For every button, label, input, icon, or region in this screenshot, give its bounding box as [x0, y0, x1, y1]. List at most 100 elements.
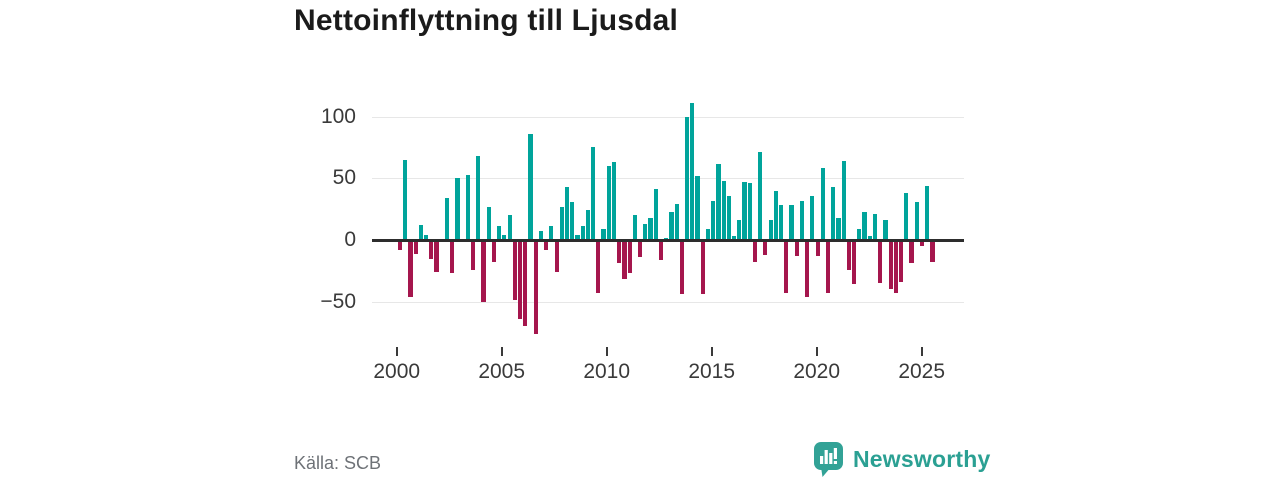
- x-tick-label: 2020: [793, 360, 841, 383]
- bar: [899, 240, 904, 282]
- bar: [763, 240, 768, 255]
- bar: [413, 240, 418, 254]
- y-axis-labels: 100 50 0 −50: [260, 95, 360, 395]
- bar: [643, 223, 648, 240]
- gridline: [372, 178, 964, 180]
- bar: [465, 174, 470, 240]
- bar: [559, 206, 564, 240]
- bar: [794, 240, 799, 257]
- bar: [690, 103, 695, 240]
- bar: [705, 228, 711, 240]
- y-tick-label: 0: [344, 228, 356, 251]
- bar: [836, 217, 841, 240]
- x-tick-label: 2005: [478, 360, 526, 383]
- bar: [564, 186, 570, 240]
- bar: [773, 190, 778, 240]
- bar: [424, 235, 429, 240]
- bar: [408, 240, 413, 297]
- bar: [778, 205, 784, 240]
- bar: [455, 178, 460, 240]
- bar: [502, 235, 507, 240]
- bar: [517, 240, 523, 319]
- gridline: [372, 301, 964, 303]
- bar: [575, 235, 580, 240]
- bar: [674, 204, 679, 240]
- x-tick-mark: [500, 347, 503, 356]
- bar: [434, 240, 439, 273]
- chart-title: Nettoinflyttning till Ljusdal: [294, 4, 679, 37]
- bar: [403, 159, 408, 240]
- bar: [862, 211, 867, 240]
- bar: [742, 182, 747, 240]
- bar: [737, 220, 742, 240]
- x-tick-label: 2015: [688, 360, 736, 383]
- x-tick-mark: [710, 347, 713, 356]
- bar: [669, 211, 674, 240]
- bar: [930, 240, 935, 263]
- bar: [752, 240, 758, 263]
- bar: [622, 240, 627, 280]
- y-tick-label: 100: [320, 104, 356, 128]
- bar: [658, 240, 664, 260]
- bar: [648, 217, 653, 240]
- x-tick-mark: [605, 347, 608, 356]
- bar: [925, 185, 930, 240]
- bar: [846, 240, 851, 270]
- x-tick-label: 2000: [373, 360, 421, 383]
- bar: [909, 240, 914, 264]
- bar: [893, 240, 898, 294]
- x-tick-label: 2025: [898, 360, 946, 383]
- bar: [470, 240, 476, 270]
- bar: [841, 161, 846, 240]
- newsworthy-icon: [814, 441, 843, 477]
- x-tick-label: 2010: [583, 360, 631, 383]
- bar: [497, 226, 502, 240]
- bar: [528, 133, 533, 240]
- bar: [852, 240, 857, 285]
- bar: [617, 240, 622, 264]
- bar: [533, 240, 538, 334]
- bar: [512, 240, 517, 301]
- bar: [596, 240, 601, 294]
- bar: [591, 147, 596, 240]
- bar: [397, 240, 403, 250]
- bar: [872, 214, 878, 240]
- gridline: [372, 116, 964, 118]
- bar-chart: 2000 2005 2010 2015 2020 2025: [372, 95, 964, 395]
- bar: [429, 240, 434, 259]
- bar: [554, 240, 559, 273]
- bar: [570, 201, 575, 240]
- y-tick-label: 50: [332, 166, 356, 190]
- bar: [685, 116, 690, 240]
- bar: [695, 175, 700, 240]
- bar: [888, 240, 893, 290]
- bar: [810, 195, 815, 240]
- bar: [857, 228, 862, 240]
- bar: [878, 240, 883, 284]
- bar: [883, 220, 888, 240]
- bar: [418, 225, 423, 240]
- bar: [450, 240, 455, 274]
- bar: [538, 231, 544, 240]
- brand-logo: Newsworthy: [812, 440, 990, 478]
- bar: [831, 186, 836, 240]
- x-tick-mark: [920, 347, 923, 356]
- bar: [507, 215, 512, 240]
- bar: [601, 228, 606, 240]
- bar: [758, 152, 763, 240]
- bar: [731, 236, 737, 240]
- brand-name: Newsworthy: [853, 445, 991, 472]
- bar: [700, 240, 705, 295]
- bar: [444, 198, 450, 240]
- bar: [815, 240, 820, 257]
- bar: [486, 206, 491, 240]
- bar: [585, 210, 590, 240]
- x-tick-mark: [395, 347, 398, 356]
- source-note: Källa: SCB: [294, 453, 382, 473]
- bar: [523, 240, 528, 327]
- bar: [914, 201, 919, 240]
- bar: [476, 156, 481, 240]
- x-tick-mark: [815, 347, 818, 356]
- bar: [867, 236, 872, 240]
- bar: [481, 240, 486, 302]
